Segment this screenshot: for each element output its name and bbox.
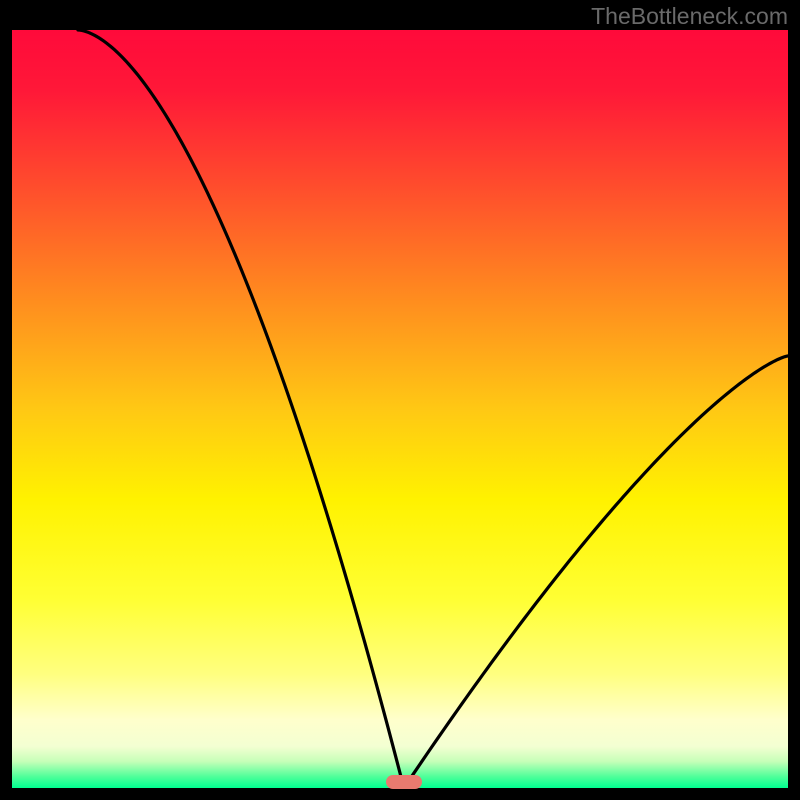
- minimum-marker: [386, 775, 422, 789]
- curve-svg: [12, 30, 788, 788]
- bottleneck-curve: [78, 30, 788, 788]
- chart-container: { "canvas": { "width": 800, "height": 80…: [0, 0, 800, 800]
- plot-area: [12, 30, 788, 788]
- watermark-label: TheBottleneck.com: [591, 3, 788, 30]
